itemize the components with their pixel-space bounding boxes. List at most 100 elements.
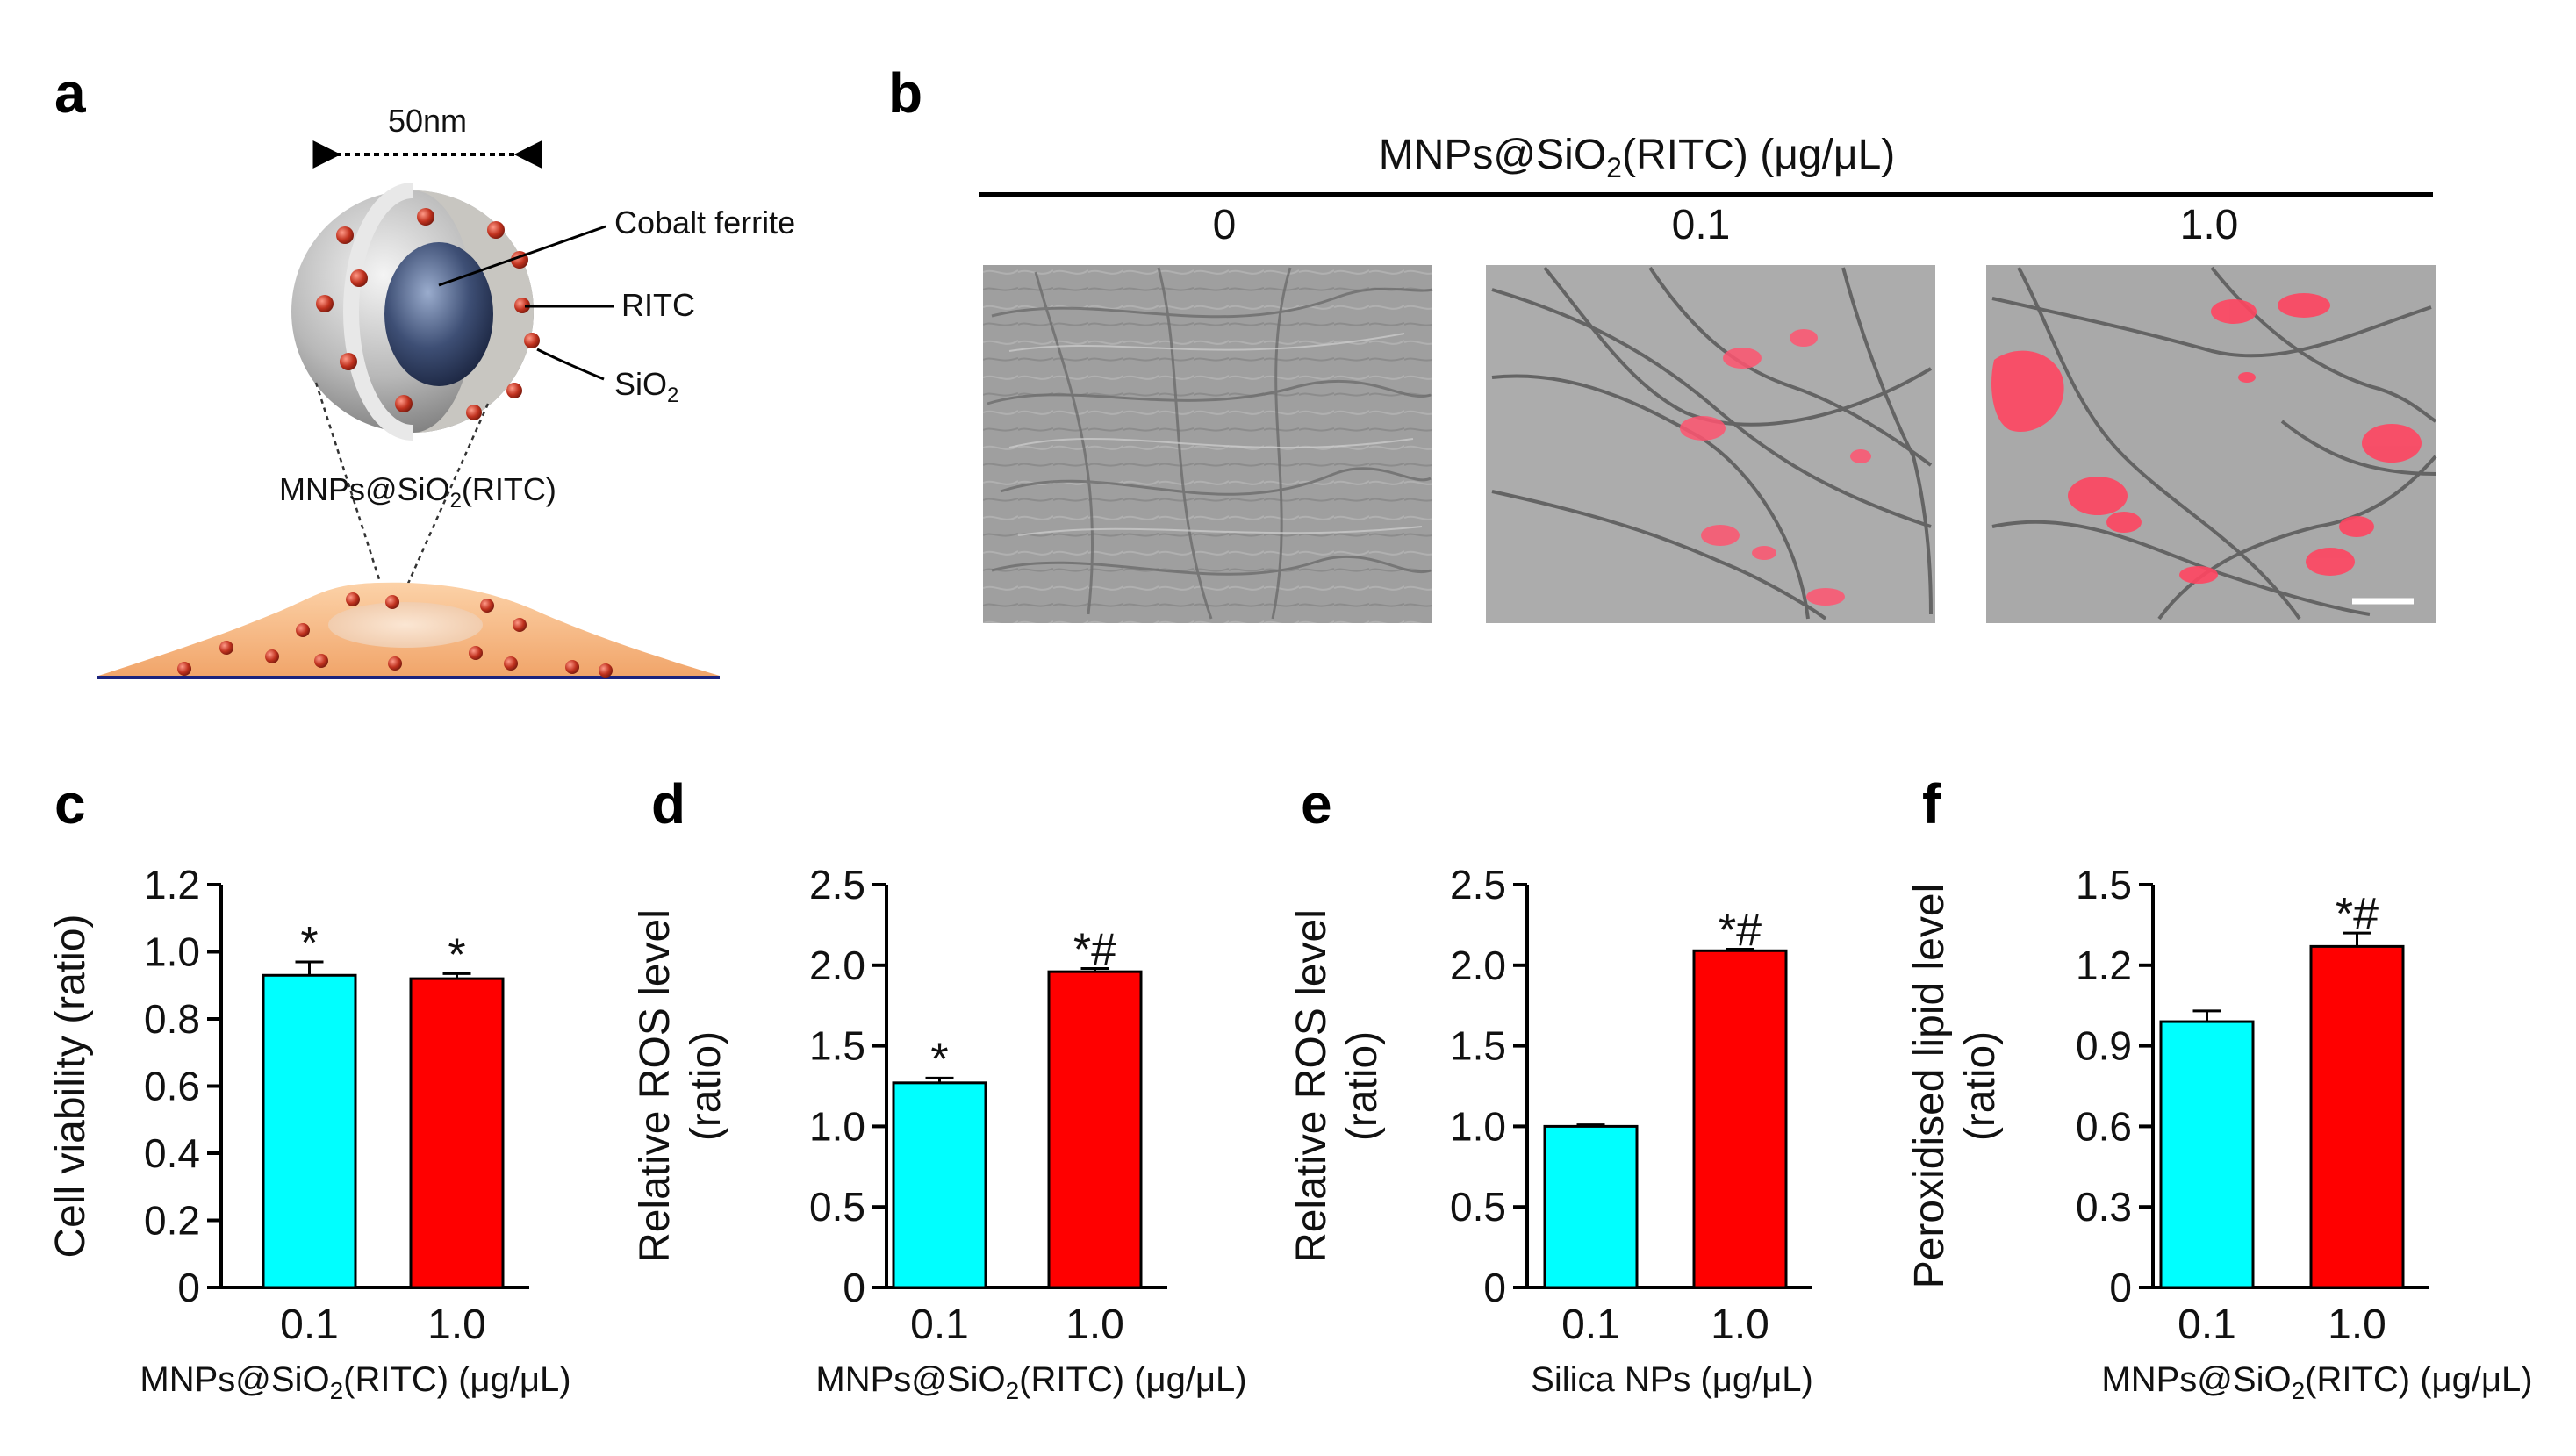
significance-mark: *# <box>1719 905 1762 956</box>
panel-b-micrographs: MNPs@SiO2(RITC) (μg/μL) 0 0.1 1.0 <box>979 132 2437 623</box>
y-tick-label: 0.3 <box>2076 1184 2132 1230</box>
significance-mark: *# <box>1073 924 1116 975</box>
micrograph-0 <box>983 265 1433 623</box>
x-axis-label-sub: 2 <box>330 1377 344 1404</box>
concentration-label-0: 0 <box>1213 202 1237 248</box>
panel-a-schematic: 50nm Cobalt ferrite RITC SiO2 MNPs@SiO2(… <box>97 103 795 679</box>
y-tick-label: 0 <box>2109 1265 2132 1310</box>
y-axis-label-line-1: (ratio) <box>1957 1031 2004 1141</box>
x-axis-label: MNPs@SiO2(RITC) (μg/μL) <box>2101 1360 2532 1404</box>
cutaway <box>413 190 534 433</box>
y-tick-label: 2.5 <box>1450 862 1506 907</box>
bar-1.0 <box>1692 949 1788 1289</box>
ritc-dots <box>316 208 540 420</box>
x-tick-label: 1.0 <box>1711 1302 1769 1348</box>
x-axis-label-base: Silica NPs (μg/μL) <box>1531 1360 1813 1399</box>
y-tick-label: 0 <box>1483 1265 1506 1310</box>
rfp-signal-high <box>1991 293 2422 584</box>
bar-0.1 <box>2159 1020 2255 1289</box>
significance-mark: * <box>930 1034 948 1085</box>
x-tick-label: 0.1 <box>280 1302 339 1348</box>
x-tick-label: 1.0 <box>2328 1302 2386 1348</box>
x-axis-label-base: MNPs@SiO <box>2101 1360 2291 1399</box>
y-tick-label: 0.9 <box>2076 1023 2132 1069</box>
x-tick-label: 0.1 <box>2178 1302 2236 1348</box>
y-axis-label-line-0: Peroxidised lipid level <box>1906 884 1953 1289</box>
label-sio2: SiO2 <box>614 366 678 407</box>
x-axis-label-sub: 2 <box>2292 1377 2306 1404</box>
core-leader <box>438 225 606 287</box>
y-tick-label: 0.8 <box>144 996 200 1042</box>
concentration-label-2: 1.0 <box>2180 202 2239 248</box>
y-tick-label: 1.5 <box>809 1023 865 1069</box>
panel-label-f: f <box>1922 772 1941 836</box>
x-axis-label-tail: (RITC) (μg/μL) <box>1019 1360 1246 1399</box>
chart-ros-mnps: 0 0.5 1.0 1.5 2.0 2.5 * 0.1 *# 1.0 MNPs@SiO2(RITC)… <box>632 862 1247 1404</box>
y-tick-label: 0.6 <box>2076 1103 2132 1149</box>
cell-nucleus <box>328 602 483 648</box>
concentration-label-1: 0.1 <box>1672 202 1731 248</box>
y-tick-label: 0 <box>177 1265 200 1310</box>
rfp-signal <box>1680 329 1871 606</box>
micrograph-header: MNPs@SiO2(RITC) (μg/μL) <box>1379 132 1896 183</box>
panel-label-e: e <box>1301 772 1332 836</box>
y-tick-label: 1.5 <box>1450 1023 1506 1069</box>
bar-0.1 <box>892 1081 987 1289</box>
bar-0.1 <box>262 973 357 1289</box>
shell-leader <box>536 348 605 381</box>
y-tick-label: 1.2 <box>144 862 200 907</box>
chart-ros-silica: 0 0.5 1.0 1.5 2.0 2.5 0.1 *# 1.0 Silica NPs (μg/μ… <box>1288 862 1813 1399</box>
cutaway-rim <box>343 183 413 441</box>
y-axis-label: Cell viability (ratio) <box>47 914 94 1258</box>
y-tick-label: 1.5 <box>2076 862 2132 907</box>
y-tick-label: 2.0 <box>1450 943 1506 988</box>
y-tick-label: 2.5 <box>809 862 865 907</box>
x-axis-label-tail: (RITC) (μg/μL) <box>2305 1360 2532 1399</box>
label-ritc: RITC <box>621 287 695 323</box>
y-tick-label: 1.0 <box>809 1103 865 1149</box>
y-tick-label: 0.5 <box>809 1184 865 1230</box>
y-axis-label-line-1: (ratio) <box>1339 1031 1386 1141</box>
cobalt-ferrite-core <box>384 242 493 386</box>
x-tick-label: 1.0 <box>1066 1302 1124 1348</box>
micrograph-0-1 <box>1486 265 1935 623</box>
y-axis-label-line-0: Relative ROS level <box>632 909 678 1263</box>
x-axis-label: MNPs@SiO2(RITC) (μg/μL) <box>815 1360 1246 1404</box>
y-axis-label-line-0: Relative ROS level <box>1288 909 1335 1263</box>
x-axis-label: Silica NPs (μg/μL) <box>1531 1360 1813 1399</box>
bar-1.0 <box>2309 944 2405 1289</box>
scale-label: 50nm <box>388 103 467 139</box>
label-cobalt-ferrite: Cobalt ferrite <box>614 204 795 240</box>
x-axis-label-tail: (RITC) (μg/μL) <box>343 1360 570 1399</box>
x-axis-label-base: MNPs@SiO <box>815 1360 1005 1399</box>
panel-label-a: a <box>54 61 86 125</box>
cell-particles <box>177 592 613 678</box>
chart-cell-viability: 0 0.2 0.4 0.6 0.8 1.0 1.2 * 0.1 * 1.0 MNPs@SiO2(RIT… <box>47 862 571 1404</box>
panel-label-d: d <box>651 772 685 836</box>
y-tick-label: 1.2 <box>2076 943 2132 988</box>
x-tick-label: 0.1 <box>910 1302 969 1348</box>
bar-1.0 <box>409 977 505 1289</box>
significance-mark: * <box>300 918 318 969</box>
y-tick-label: 0.6 <box>144 1064 200 1109</box>
chart-peroxidised-lipid: 0 0.3 0.6 0.9 1.2 1.5 0.1 *# 1.0 MNPs@SiO2(RITC) … <box>1906 862 2533 1404</box>
x-axis-label-base: MNPs@SiO <box>140 1360 329 1399</box>
x-axis-label-sub: 2 <box>1006 1377 1020 1404</box>
bar-0.1 <box>1543 1124 1639 1289</box>
x-tick-label: 0.1 <box>1561 1302 1620 1348</box>
y-tick-label: 1.0 <box>1450 1103 1506 1149</box>
label-mnps-sio2-ritc: MNPs@SiO2(RITC) <box>279 471 556 513</box>
significance-mark: *# <box>2336 889 2379 940</box>
panel-label-b: b <box>888 61 922 125</box>
micrograph-1-0 <box>1986 265 2437 623</box>
x-tick-label: 1.0 <box>427 1302 486 1348</box>
bar-1.0 <box>1047 970 1143 1289</box>
significance-mark: * <box>448 929 465 980</box>
y-tick-label: 0.5 <box>1450 1184 1506 1230</box>
x-axis-label: MNPs@SiO2(RITC) (μg/μL) <box>140 1360 570 1404</box>
y-tick-label: 0.4 <box>144 1130 200 1176</box>
panel-label-c: c <box>54 772 86 836</box>
y-tick-label: 1.0 <box>144 929 200 975</box>
y-axis-label-line-1: (ratio) <box>683 1031 729 1141</box>
